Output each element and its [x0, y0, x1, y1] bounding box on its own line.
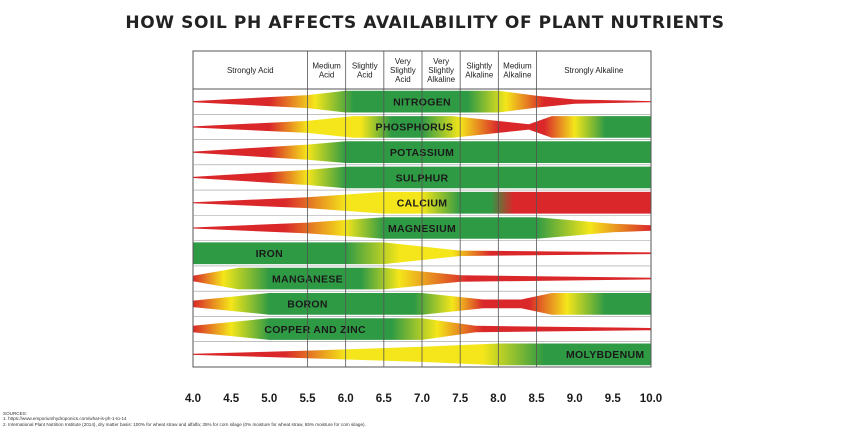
nutrient-label: MOLYBDENUM	[566, 349, 644, 361]
ph-tick-label: 6.5	[376, 393, 393, 405]
ph-category-header: Strongly Acid MediumAcidSlightlyAcidVeryS…	[227, 57, 624, 84]
category-label: Slightly	[390, 66, 416, 75]
source-item: 2. International Plant Nutrition Institu…	[3, 421, 366, 427]
category-label: Medium	[503, 62, 532, 71]
sources-heading: SOURCES:	[3, 411, 27, 416]
ph-tick-label: 7.5	[452, 393, 469, 405]
ph-tick-label: 8.5	[529, 393, 546, 405]
ph-tick-label: 6.0	[338, 393, 354, 405]
ph-tick-label: 9.0	[567, 393, 583, 405]
category-label: Strongly Alkaline	[564, 66, 624, 75]
category-label: Alkaline	[465, 71, 494, 80]
category-label: Slightly	[352, 62, 378, 71]
ph-tick-label: 7.0	[414, 393, 430, 405]
sources-note: SOURCES: 1. https://www.emporiumhydropon…	[3, 411, 366, 427]
nutrient-label: IRON	[256, 248, 283, 260]
category-label: Medium	[312, 62, 341, 71]
ph-tick-label: 8.0	[490, 393, 506, 405]
ph-tick-label: 4.0	[185, 393, 201, 405]
source-item: 1. https://www.emporiumhydroponics.com/w…	[3, 416, 127, 422]
nutrient-label: PHOSPHORUS	[376, 122, 454, 134]
category-label: Slightly	[466, 62, 492, 71]
category-label: Acid	[395, 75, 411, 84]
ph-tick-label: 10.0	[640, 393, 662, 405]
ph-tick-label: 4.5	[223, 393, 240, 405]
category-label: Alkaline	[427, 75, 456, 84]
ph-tick-label: 9.5	[605, 393, 622, 405]
category-label: Acid	[357, 71, 373, 80]
chart-frame	[192, 50, 652, 368]
category-label: Strongly Acid	[227, 66, 274, 75]
category-label: Slightly	[428, 66, 454, 75]
category-label: Alkaline	[503, 71, 532, 80]
category-label: Acid	[319, 71, 335, 80]
category-label: Very	[433, 57, 449, 66]
ph-tick-label: 5.0	[261, 393, 277, 405]
ph-tick-label: 5.5	[300, 393, 317, 405]
category-label: Very	[395, 57, 411, 66]
nutrient-label: COPPER AND ZINC	[264, 324, 366, 336]
ph-axis-ticks: 4.0 4.5 5.0 5.5 6.0 6.5 7.0 7.5 8.0 8.5 9.0 9.5 10.0	[185, 393, 662, 405]
chart-title: HOW SOIL PH AFFECTS AVAILABILITY OF PLAN…	[125, 13, 725, 33]
